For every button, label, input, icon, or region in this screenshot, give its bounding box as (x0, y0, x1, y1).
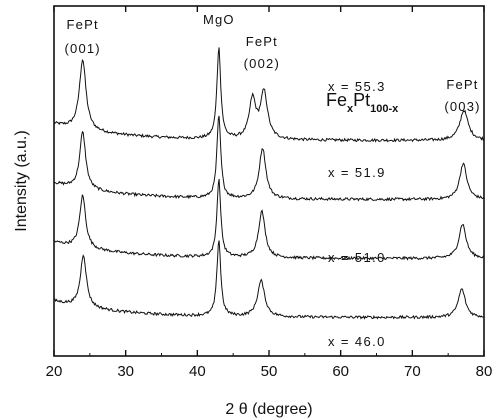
x-tick-label-70: 70 (404, 363, 421, 380)
legend-sub1: x (347, 103, 354, 115)
x-tick-label-60: 60 (332, 363, 349, 380)
series-label-4: x = 46.0 (328, 334, 386, 349)
annotation-1-line2: (001) (64, 41, 100, 56)
series-label-2: x = 51.9 (328, 165, 386, 180)
composition-legend: FexPt100-x (326, 90, 399, 115)
annotation-4-line2: (003) (444, 99, 480, 114)
x-axis-ticks: 20 30 40 50 60 70 80 (46, 6, 493, 380)
series-line-4 (53, 240, 485, 320)
series-labels: x = 55.3 x = 51.9 x = 51.0 x = 46.0 (328, 79, 386, 349)
legend-sub2: 100-x (370, 103, 399, 115)
annotation-2-line1: MgO (203, 12, 235, 27)
y-axis-title: Intensity (a.u.) (13, 130, 30, 231)
x-axis-title: 2 θ (degree) (225, 401, 312, 418)
annotation-1-line1: FePt (67, 17, 99, 32)
legend-mid: Pt (353, 90, 370, 110)
series-label-1: x = 55.3 (328, 79, 386, 94)
x-tick-label-30: 30 (117, 363, 134, 380)
series-label-3: x = 51.0 (328, 250, 386, 265)
series-line-1 (53, 47, 485, 143)
series-layer (53, 47, 485, 320)
x-tick-label-50: 50 (261, 363, 278, 380)
legend-base: Fe (326, 90, 347, 110)
x-tick-label-20: 20 (46, 363, 63, 380)
annotation-3-line2: (002) (244, 56, 280, 71)
x-tick-label-80: 80 (476, 363, 493, 380)
annotation-3-line1: FePt (246, 34, 278, 49)
series-line-2 (53, 115, 485, 202)
annotation-4-line1: FePt (446, 77, 478, 92)
series-line-3 (53, 178, 485, 261)
x-tick-label-40: 40 (189, 363, 206, 380)
